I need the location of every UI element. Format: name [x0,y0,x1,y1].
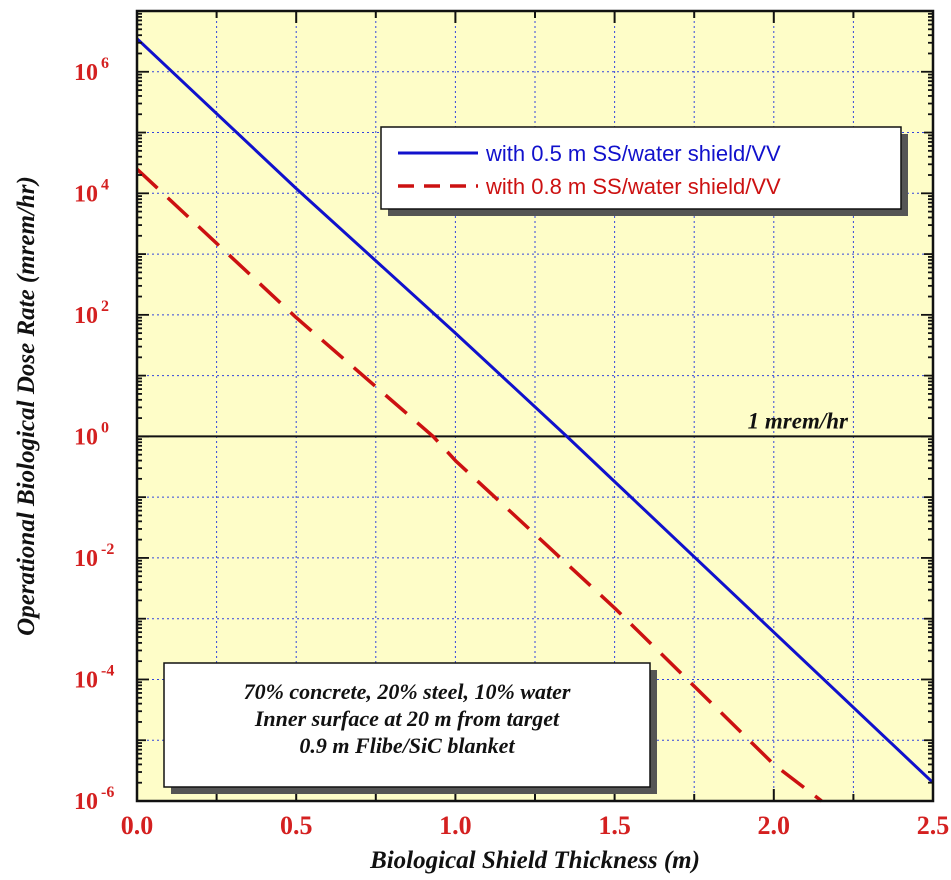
y-tick-base: 10 [74,60,98,86]
annotation-box: 70% concrete, 20% steel, 10% water Inner… [163,662,657,794]
x-tick-label: 2.0 [758,811,791,840]
y-axis-label: Operational Biological Dose Rate (mrem/h… [13,176,40,636]
y-tick-label: 10 -4 [74,662,114,693]
y-tick-label: 10 4 [74,176,109,207]
y-tick-label: 10 0 [74,419,109,450]
y-tick-base: 10 [74,546,98,572]
y-tick-base: 10 [74,303,98,329]
series-line-0 [135,37,935,784]
y-tick-label: 10 -6 [74,784,114,815]
y-tick-base: 10 [74,181,98,207]
legend-box [380,126,902,210]
series-layer [135,37,935,803]
y-tick-label: 10 6 [74,55,109,86]
y-tick-exponent: 4 [101,176,109,193]
y-tick-exponent: 2 [101,298,109,315]
y-tick-exponent: 6 [101,55,109,72]
series-line-1 [135,167,823,803]
reference-line-label: 1 mrem/hr [748,408,849,433]
x-tick-label: 0.5 [280,811,313,840]
legend-entry-0: with 0.5 m SS/water shield/VV [485,141,781,166]
y-tick-label: 10 2 [74,298,109,329]
y-tick-base: 10 [74,424,98,450]
y-tick-exponent: -2 [101,541,114,558]
x-tick-label: 1.5 [598,811,631,840]
annotation-line-2: 0.9 m Flibe/SiC blanket [299,733,515,758]
y-tick-exponent: -6 [101,784,114,801]
x-tick-labels: 0.0 0.5 1.0 1.5 2.0 2.5 [121,811,950,840]
x-tick-label: 2.5 [917,811,950,840]
y-tick-exponent: -4 [101,662,114,679]
y-tick-exponent: 0 [101,419,109,436]
y-tick-base: 10 [74,789,98,815]
x-tick-label: 0.0 [121,811,154,840]
x-tick-label: 1.0 [439,811,472,840]
annotation-line-0: 70% concrete, 20% steel, 10% water [244,679,571,704]
x-axis-label: Biological Shield Thickness (m) [369,847,700,874]
y-tick-label: 10 -2 [74,541,114,572]
y-tick-base: 10 [74,667,98,693]
legend: with 0.5 m SS/water shield/VV with 0.8 m… [380,126,908,216]
axis-ticks [136,10,934,802]
annotation-frame [163,662,651,788]
legend-entry-1: with 0.8 m SS/water shield/VV [485,174,781,199]
annotation-line-1: Inner surface at 20 m from target [254,706,560,731]
